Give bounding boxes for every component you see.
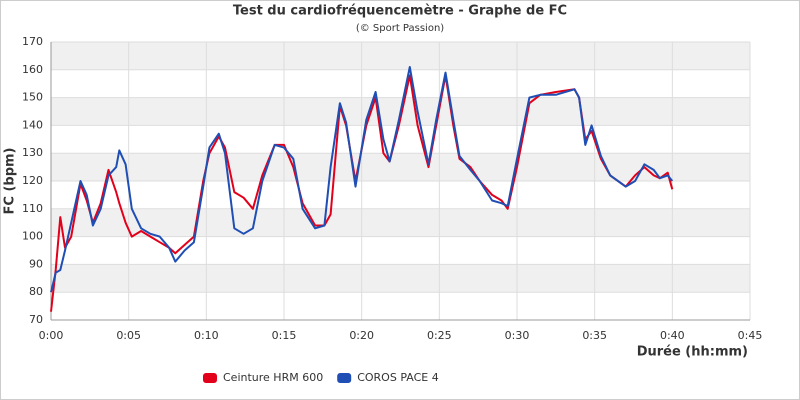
x-tick-label: 0:35: [582, 329, 607, 342]
y-tick-label: 70: [29, 313, 43, 326]
x-tick-label: 0:10: [194, 329, 219, 342]
x-tick-label: 0:00: [39, 329, 64, 342]
grid-band: [51, 264, 750, 293]
grid-band: [51, 208, 750, 237]
legend-label: COROS PACE 4: [357, 371, 439, 384]
x-tick-label: 0:45: [738, 329, 763, 342]
y-tick-label: 150: [22, 91, 43, 104]
y-tick-label: 90: [29, 257, 43, 270]
x-tick-label: 0:30: [505, 329, 530, 342]
y-tick-label: 160: [22, 63, 43, 76]
chart-subtitle: (© Sport Passion): [356, 23, 444, 34]
x-tick-label: 0:40: [660, 329, 685, 342]
y-tick-label: 120: [22, 174, 43, 187]
y-tick-label: 80: [29, 285, 43, 298]
y-tick-label: 140: [22, 118, 43, 131]
y-tick-label: 170: [22, 35, 43, 48]
y-tick-label: 100: [22, 230, 43, 243]
legend-label: Ceinture HRM 600: [223, 371, 323, 384]
x-axis-label: Durée (hh:mm): [637, 345, 748, 360]
x-tick-label: 0:05: [116, 329, 141, 342]
x-tick-label: 0:15: [272, 329, 297, 342]
chart-title: Test du cardiofréquencemètre - Graphe de…: [233, 4, 567, 19]
legend-swatch: [203, 373, 217, 383]
y-tick-label: 110: [22, 202, 43, 215]
y-axis-label: FC (bpm): [3, 148, 18, 215]
grid-band: [51, 42, 750, 70]
y-tick-label: 130: [22, 146, 43, 159]
x-tick-label: 0:25: [427, 329, 452, 342]
legend-swatch: [337, 373, 352, 383]
series-line: [50, 66, 674, 293]
x-tick-label: 0:20: [349, 329, 374, 342]
